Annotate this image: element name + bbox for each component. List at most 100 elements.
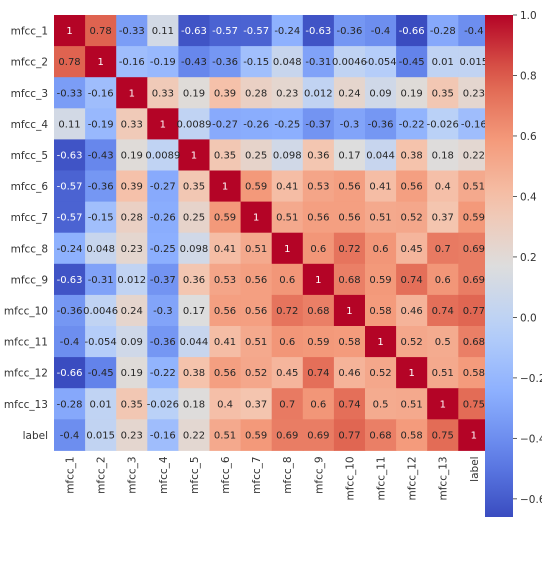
cell-value-label: 0.23 (121, 430, 143, 441)
cell-value-label: 0.5 (373, 399, 389, 410)
cell-value-label: -0.16 (461, 119, 487, 130)
cell-value-label: 1 (97, 57, 103, 68)
cell-value-label: -0.36 (368, 119, 394, 130)
heatmap-cell (427, 263, 459, 296)
heatmap-cell (271, 77, 304, 109)
heatmap-cell (333, 108, 366, 140)
heatmap-cell (147, 15, 179, 47)
cell-value-label: -0.33 (57, 88, 83, 99)
heatmap-cell (147, 77, 179, 109)
heatmap-cell (302, 201, 335, 234)
heatmap-cell (427, 201, 459, 234)
x-tick-label: mfcc_10 (344, 456, 356, 500)
heatmap-cell (178, 15, 210, 47)
heatmap-cell (302, 170, 335, 203)
heatmap-cell (209, 326, 242, 358)
heatmap-cell (427, 357, 459, 389)
heatmap-cell (458, 170, 490, 203)
cell-value-label: 0.38 (401, 150, 423, 161)
cell-value-label: 0.0046 (83, 306, 118, 317)
cell-value-label: 1 (471, 430, 477, 441)
cell-value-label: 0.35 (183, 182, 205, 193)
heatmap-cell (396, 357, 428, 389)
cell-value-label: -0.15 (243, 57, 269, 68)
heatmap-cell (240, 326, 273, 358)
heatmap-cell (365, 357, 397, 389)
heatmap-cell (302, 15, 335, 47)
heatmap-cell (365, 419, 397, 451)
cell-value-label: 0.11 (58, 119, 80, 130)
cell-value-label: 0.23 (463, 88, 485, 99)
cell-value-label: 0.35 (121, 399, 143, 410)
heatmap-cell (302, 388, 335, 420)
heatmap-cells (54, 15, 490, 451)
heatmap-cell (458, 326, 490, 358)
cell-value-label: 0.01 (90, 399, 112, 410)
cell-value-label: 0.59 (369, 275, 391, 286)
heatmap-cell (116, 388, 148, 420)
cell-value-label: -0.63 (181, 26, 207, 37)
cell-value-label: 0.24 (338, 88, 360, 99)
heatmap-cell (178, 388, 210, 420)
heatmap-cell (427, 46, 459, 78)
y-tick-label: mfcc_5 (11, 150, 48, 162)
cell-value-label: 0.012 (117, 275, 146, 286)
heatmap-cell (116, 294, 148, 327)
cell-value-label: 0.52 (369, 368, 391, 379)
heatmap-cell (178, 170, 210, 203)
heatmap-cell (209, 388, 242, 420)
y-tick-label: mfcc_6 (11, 181, 49, 193)
cell-value-label: 0.35 (432, 88, 454, 99)
heatmap-cell (271, 294, 304, 327)
heatmap-cell (85, 170, 117, 203)
heatmap-cell (333, 46, 366, 78)
heatmap-cell (85, 139, 117, 171)
colorbar-tick-label: 0.6 (520, 131, 537, 143)
heatmap-cell (54, 294, 86, 327)
heatmap-cell (271, 170, 304, 203)
heatmap-cell (147, 388, 179, 420)
heatmap-cell (54, 77, 86, 109)
cell-value-label: 0.56 (214, 306, 236, 317)
cell-value-label: 0.56 (214, 368, 236, 379)
heatmap-cell (240, 263, 273, 296)
colorbar-tick-label: 0.0 (520, 312, 537, 324)
heatmap-cell (54, 139, 86, 171)
cell-value-label: 0.044 (366, 150, 395, 161)
heatmap-cell (427, 232, 459, 265)
cell-value-label: 0.38 (183, 368, 205, 379)
heatmap-cell (178, 294, 210, 327)
heatmap-annotations: 1 0.78 -0.33 0.11 -0.63 -0.57 -0.57 -0.24 -0.63-… (57, 26, 489, 441)
heatmap-cell (427, 108, 459, 140)
heatmap-cell (302, 46, 335, 78)
cell-value-label: 0.36 (183, 275, 205, 286)
cell-value-label: -0.36 (212, 57, 238, 68)
cell-value-label: 0.75 (463, 399, 485, 410)
cell-value-label: 0.51 (369, 213, 391, 224)
heatmap-cell (365, 77, 397, 109)
heatmap-cell (209, 108, 242, 140)
cell-value-label: 0.6 (310, 244, 326, 255)
heatmap-cell (116, 232, 148, 265)
cell-value-label: -0.25 (274, 119, 300, 130)
heatmap-cell (427, 326, 459, 358)
heatmap-cell (396, 326, 428, 358)
heatmap-cell (178, 108, 210, 140)
cell-value-label: 0.45 (276, 368, 298, 379)
heatmap-cell (333, 326, 366, 358)
x-tick-label: label (469, 456, 481, 481)
cell-value-label: 0.6 (373, 244, 389, 255)
heatmap-cell (147, 419, 179, 451)
cell-value-label: 0.56 (338, 182, 360, 193)
cell-value-label: 0.09 (121, 337, 143, 348)
cell-value-label: 0.6 (310, 399, 326, 410)
heatmap-cell (271, 139, 304, 171)
heatmap-cell (147, 170, 179, 203)
cell-value-label: 0.46 (401, 306, 423, 317)
cell-value-label: 0.68 (463, 337, 485, 348)
heatmap-cell (54, 232, 86, 265)
heatmap-cell (427, 139, 459, 171)
cell-value-label: -0.36 (150, 337, 176, 348)
heatmap-cell (333, 419, 366, 451)
heatmap-cell (178, 357, 210, 389)
